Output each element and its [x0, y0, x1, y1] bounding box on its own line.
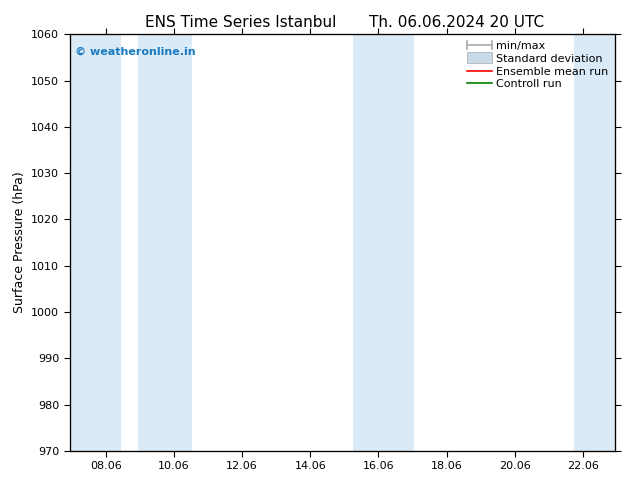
Bar: [138, 34, 192, 451]
Bar: [70, 34, 121, 451]
Legend: min/max, Standard deviation, Ensemble mean run, Controll run: min/max, Standard deviation, Ensemble me…: [464, 38, 612, 93]
Text: ENS Time Series Istanbul: ENS Time Series Istanbul: [145, 15, 337, 30]
Text: Th. 06.06.2024 20 UTC: Th. 06.06.2024 20 UTC: [369, 15, 544, 30]
Bar: [353, 34, 414, 451]
Bar: [574, 34, 615, 451]
Y-axis label: Surface Pressure (hPa): Surface Pressure (hPa): [13, 172, 25, 314]
Text: © weatheronline.in: © weatheronline.in: [75, 47, 196, 57]
